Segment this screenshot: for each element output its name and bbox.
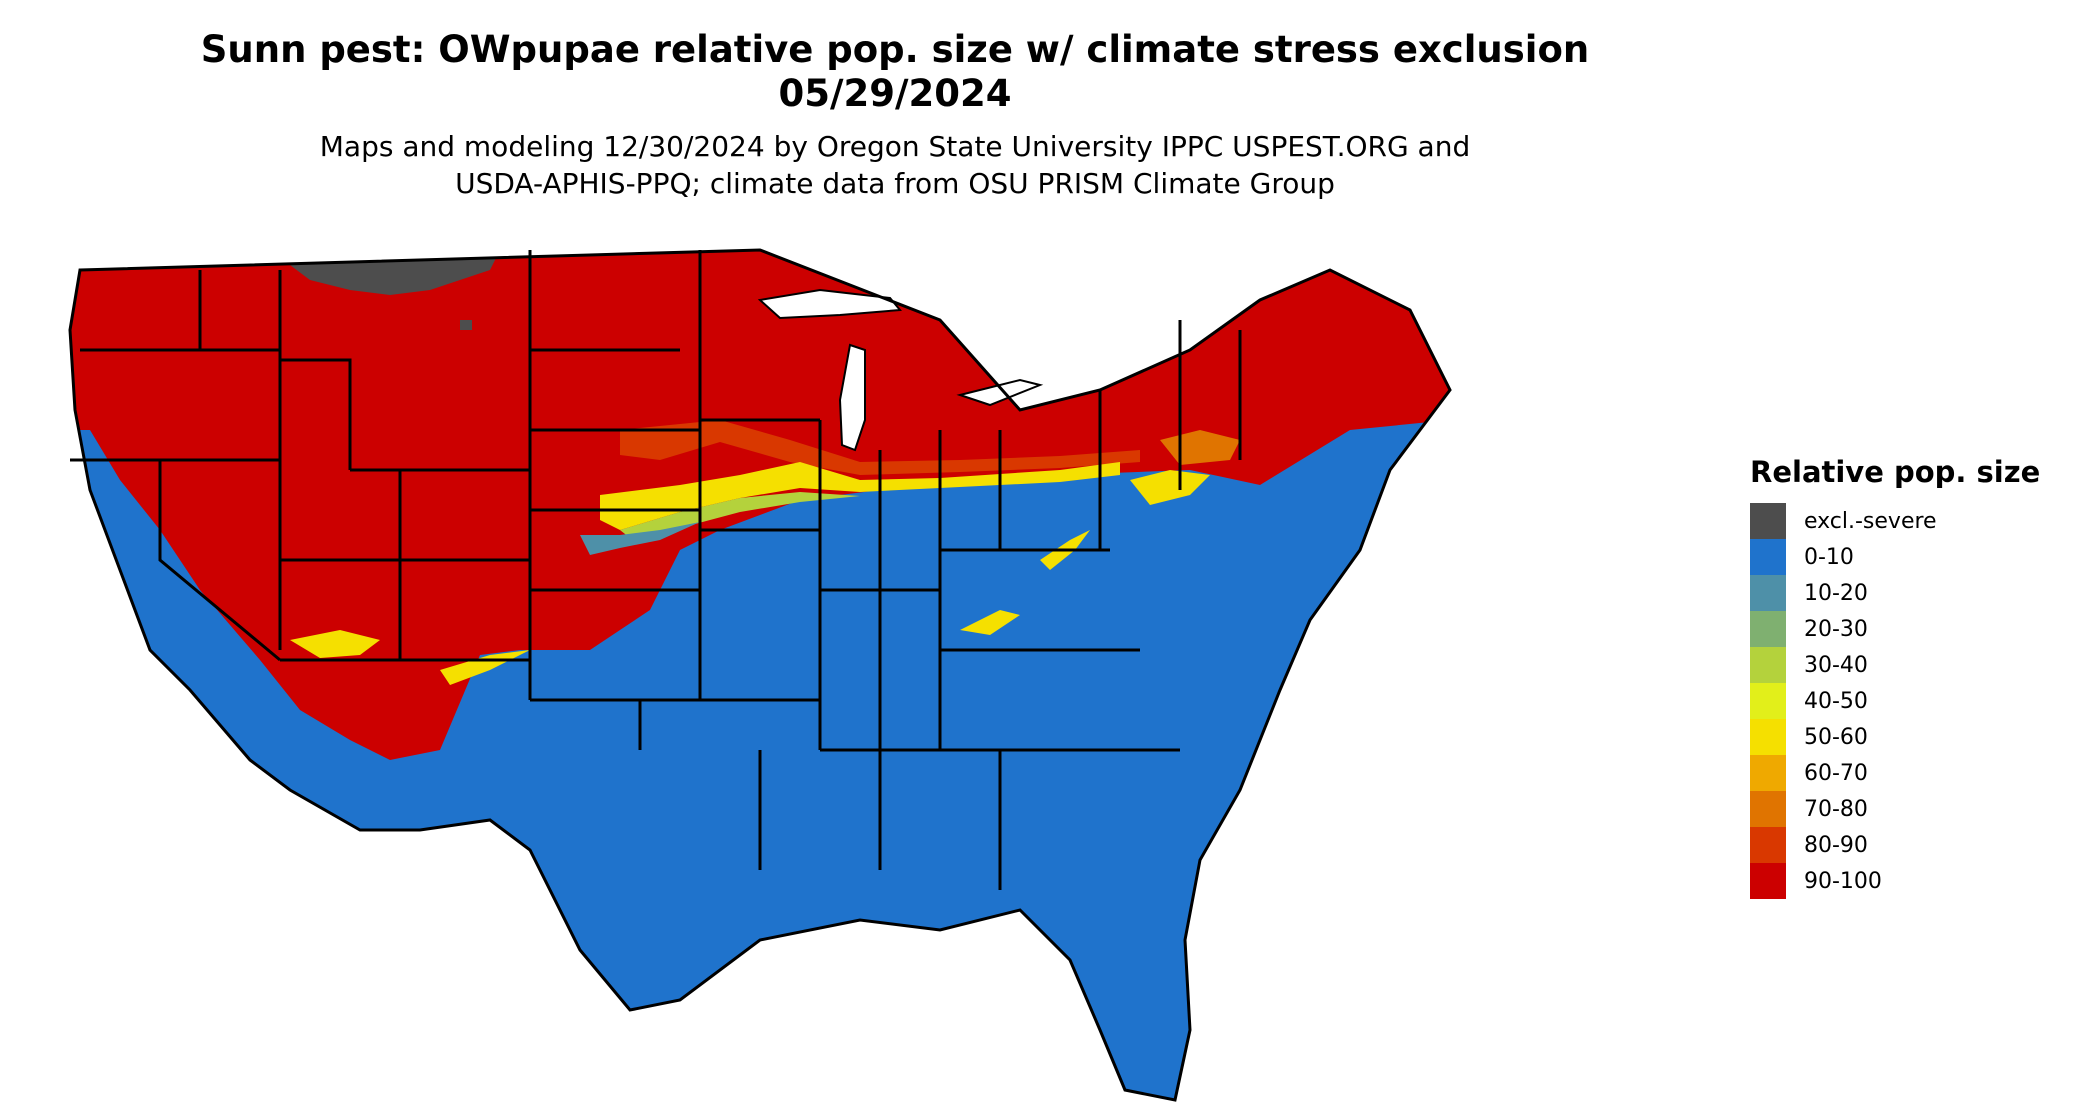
- us-population-map: [68, 248, 1452, 1102]
- legend-label: 70-80: [1804, 796, 1868, 822]
- legend-swatch: [1750, 791, 1786, 827]
- legend-item: excl.-severe: [1750, 503, 2040, 539]
- state-borders: [68, 248, 1452, 1102]
- legend-items: excl.-severe 0-10 10-20 20-30 30-40 40-50 50-6…: [1750, 503, 2040, 899]
- credit-line-1: Maps and modeling 12/30/2024 by Oregon S…: [319, 130, 1471, 163]
- legend-item: 50-60: [1750, 719, 2040, 755]
- zone-50-60-southwest: [290, 630, 530, 685]
- lake-erie: [956, 378, 1044, 407]
- legend-item: 10-20: [1750, 575, 2040, 611]
- legend-swatch: [1750, 683, 1786, 719]
- legend-item: 90-100: [1750, 863, 2040, 899]
- zone-90-100: [70, 250, 1450, 760]
- legend-swatch: [1750, 611, 1786, 647]
- zone-50-60-northeast: [1130, 470, 1210, 505]
- lake-michigan: [838, 343, 866, 452]
- legend-label: 20-30: [1804, 616, 1868, 642]
- map-title: Sunn pest: OWpupae relative pop. size w/…: [200, 28, 1590, 71]
- legend-item: 80-90: [1750, 827, 2040, 863]
- legend-label: 40-50: [1804, 688, 1868, 714]
- legend-label: 50-60: [1804, 724, 1868, 750]
- legend-label: 80-90: [1804, 832, 1868, 858]
- credit-line-2: USDA-APHIS-PPQ; climate data from OSU PR…: [455, 167, 1335, 200]
- legend-swatch: [1750, 755, 1786, 791]
- legend-swatch: [1750, 827, 1786, 863]
- legend-swatch: [1750, 863, 1786, 899]
- legend-label: 10-20: [1804, 580, 1868, 606]
- legend: Relative pop. size excl.-severe 0-10 10-20…: [1750, 455, 2040, 899]
- zone-50-60: [600, 462, 1120, 530]
- legend-item: 0-10: [1750, 539, 2040, 575]
- legend-item: 60-70: [1750, 755, 2040, 791]
- legend-label: 60-70: [1804, 760, 1868, 786]
- zone-appalachian-patches: [960, 530, 1090, 635]
- legend-label: 30-40: [1804, 652, 1868, 678]
- zone-excl-severe-patch: [460, 320, 472, 330]
- legend-label: 0-10: [1804, 544, 1854, 570]
- legend-swatch: [1750, 539, 1786, 575]
- legend-label: 90-100: [1804, 868, 1882, 894]
- legend-item: 40-50: [1750, 683, 2040, 719]
- legend-swatch: [1750, 719, 1786, 755]
- legend-label: excl.-severe: [1804, 508, 1937, 534]
- zone-10-20: [580, 522, 700, 555]
- zone-80-90: [620, 420, 1140, 475]
- lake-superior: [757, 288, 902, 320]
- legend-title: Relative pop. size: [1750, 455, 2041, 489]
- legend-swatch: [1750, 503, 1786, 539]
- legend-item: 20-30: [1750, 611, 2040, 647]
- legend-item: 70-80: [1750, 791, 2040, 827]
- legend-item: 30-40: [1750, 647, 2040, 683]
- map-date: 05/29/2024: [778, 72, 1012, 115]
- legend-swatch: [1750, 575, 1786, 611]
- zone-90-100-highlands: [330, 650, 450, 720]
- legend-swatch: [1750, 647, 1786, 683]
